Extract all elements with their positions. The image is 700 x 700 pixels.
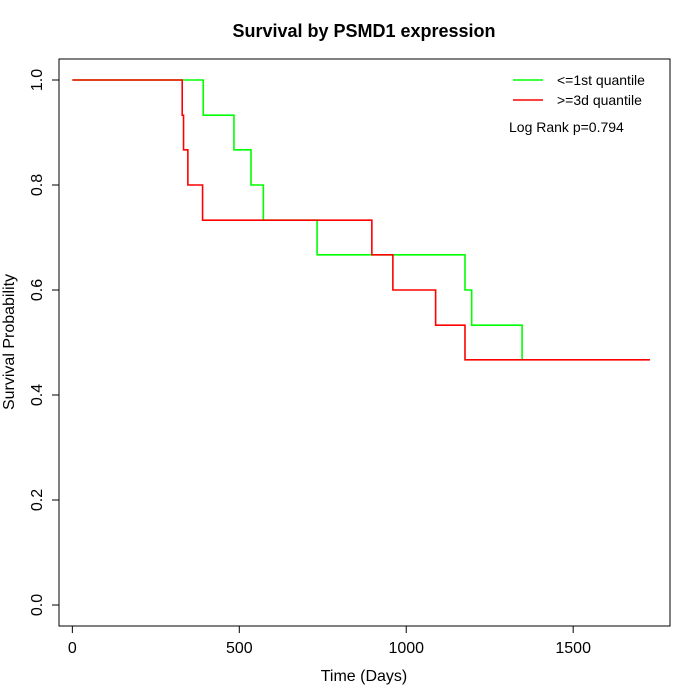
y-tick-label: 0.6 (29, 279, 46, 301)
legend: <=1st quantile >=3d quantile (513, 72, 645, 108)
y-tick-label: 0.8 (29, 174, 46, 196)
x-axis-label: Time (Days) (321, 668, 408, 685)
y-tick-label: 0.0 (29, 594, 46, 616)
survival-curves (72, 79, 650, 361)
x-tick-label: 500 (226, 640, 253, 657)
plot-frame (58, 58, 671, 627)
axes: 0 500 1000 1500 0.0 0.2 0.4 0.6 0.8 1.0 (29, 69, 591, 657)
log-rank-annotation: Log Rank p=0.794 (509, 119, 624, 135)
y-tick-label: 0.4 (29, 384, 46, 406)
survival-curve-2 (72, 79, 650, 361)
x-tick-label: 1500 (555, 640, 591, 657)
legend-label: >=3d quantile (557, 92, 642, 108)
y-tick-label: 1.0 (29, 69, 46, 91)
chart-title: Survival by PSMD1 expression (232, 21, 495, 41)
x-tick-label: 0 (68, 640, 77, 657)
x-tick-label: 1000 (388, 640, 424, 657)
legend-label: <=1st quantile (557, 72, 645, 88)
y-tick-label: 0.2 (29, 489, 46, 511)
y-axis-label: Survival Probability (1, 274, 18, 410)
